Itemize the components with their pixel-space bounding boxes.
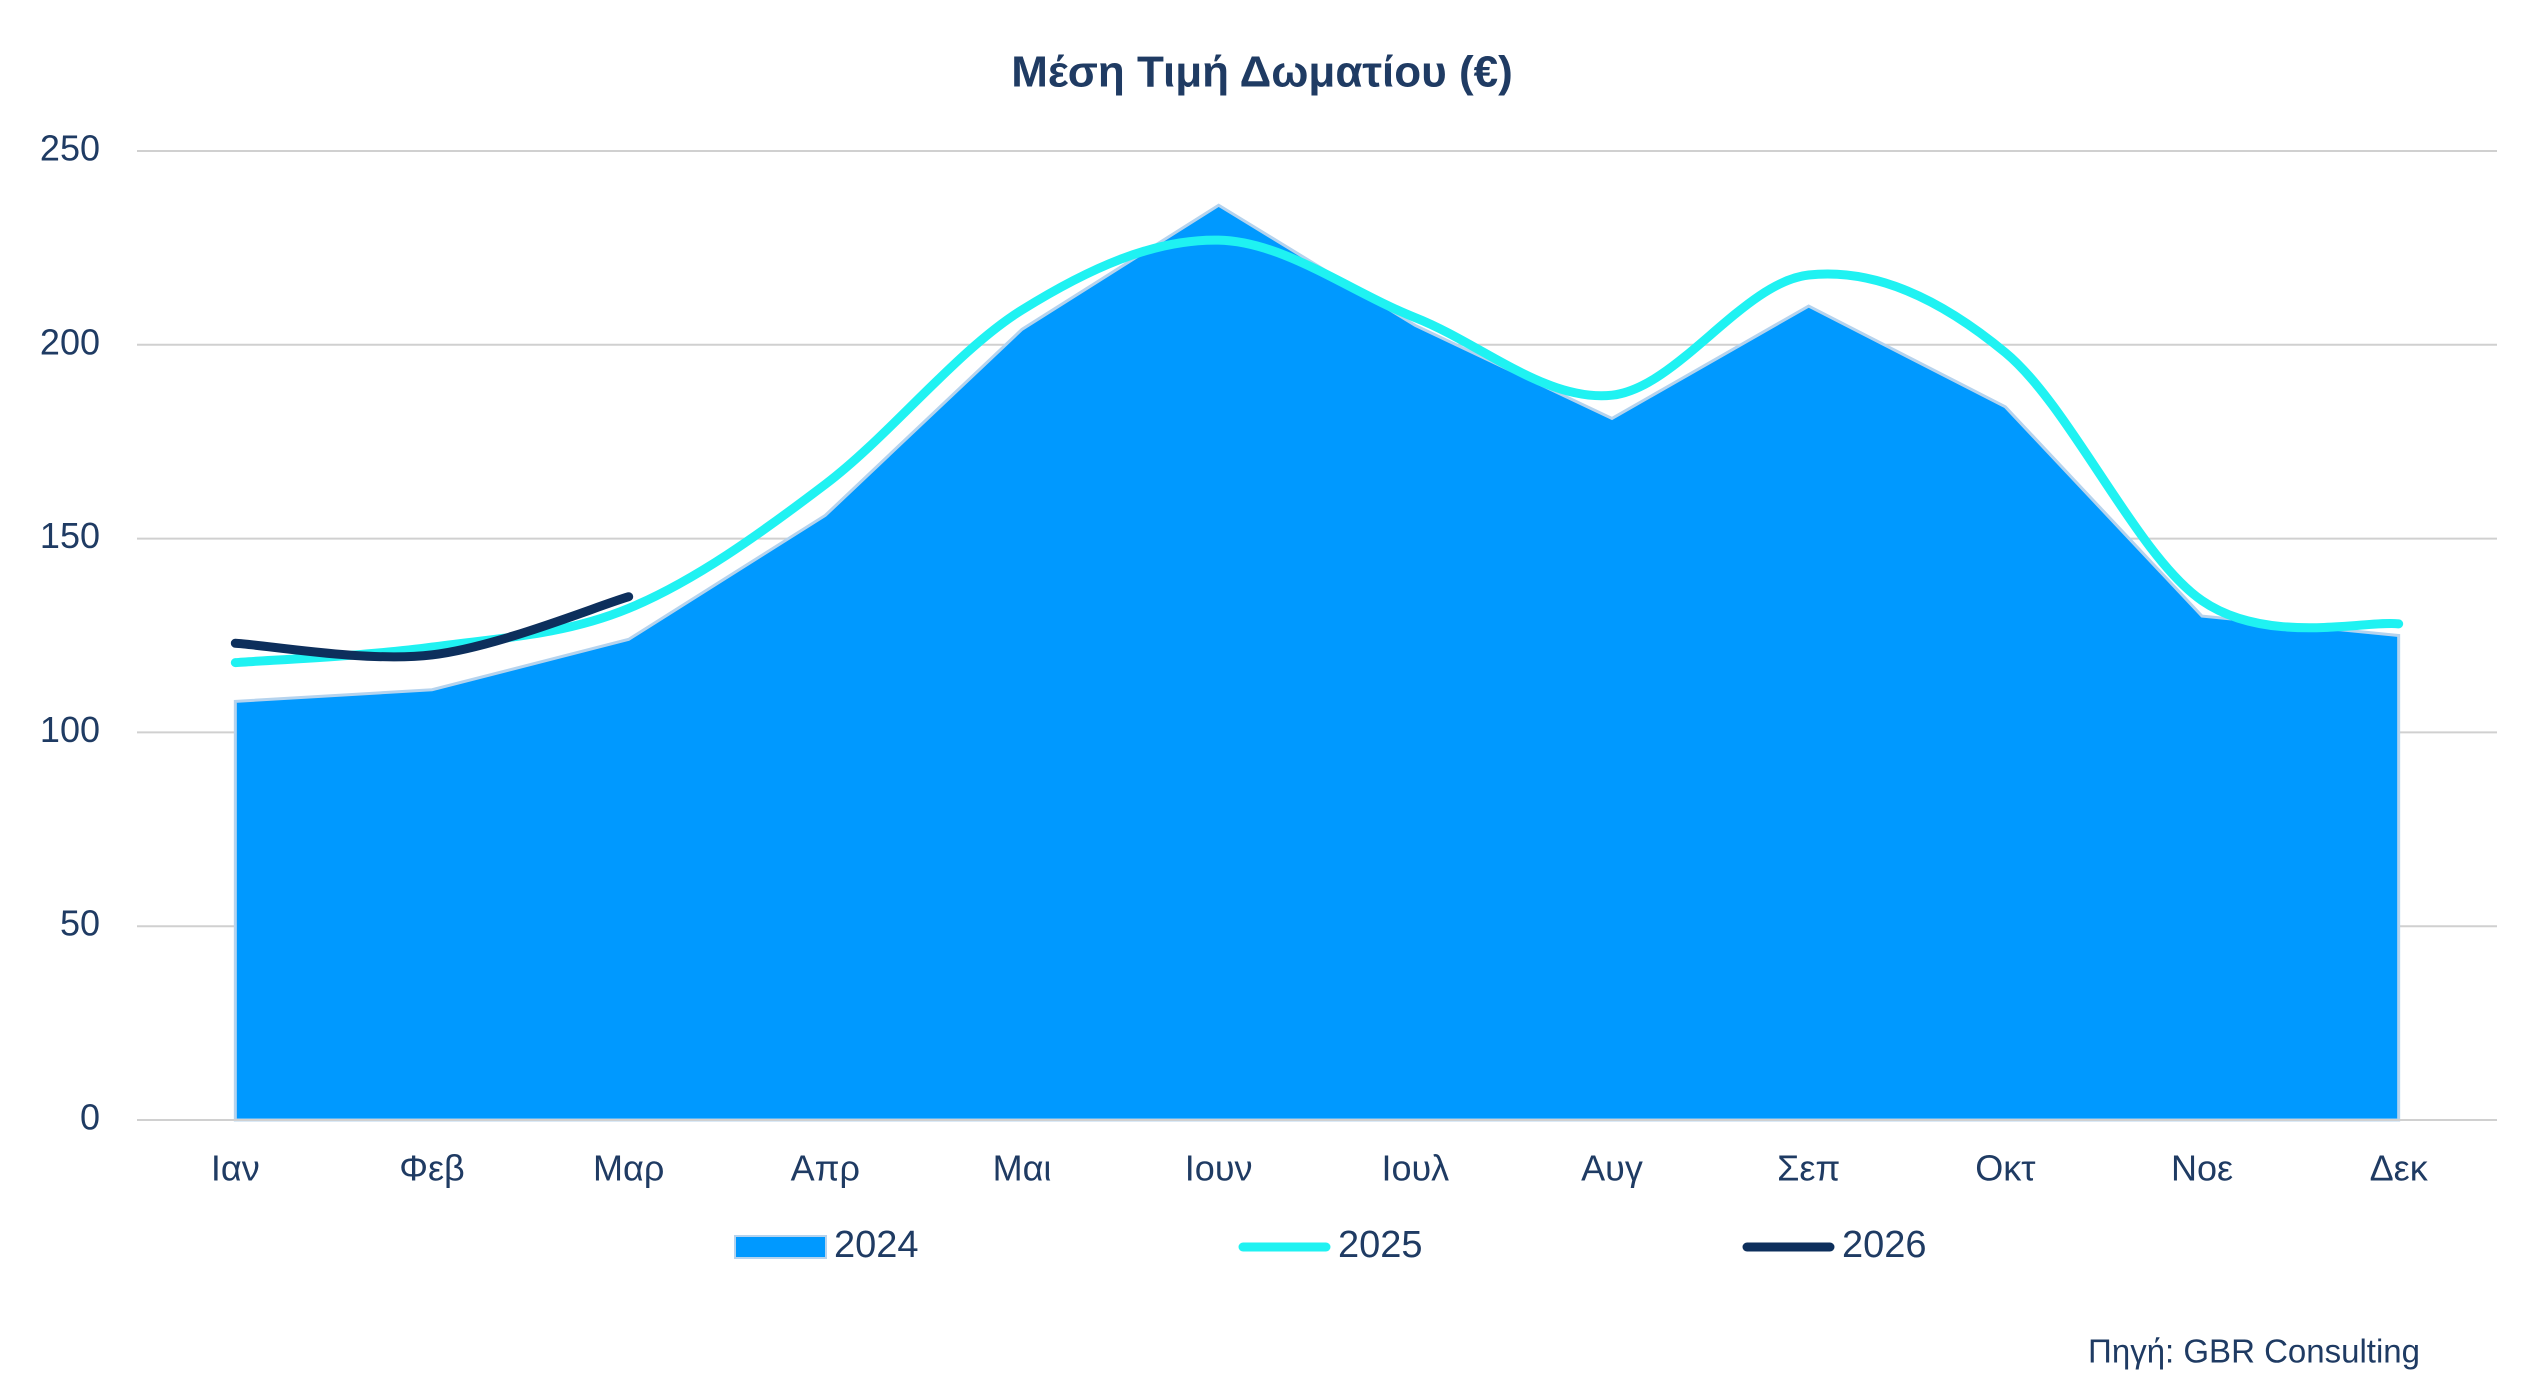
x-tick-label: Μαρ: [593, 1148, 664, 1189]
source-note: Πηγή: GBR Consulting: [2088, 1333, 2420, 1370]
x-tick-label: Σεπ: [1777, 1148, 1840, 1189]
y-tick-label: 50: [60, 903, 100, 944]
x-tick-label: Ιαν: [211, 1148, 260, 1189]
x-tick-label: Ιουλ: [1381, 1148, 1449, 1189]
x-tick-label: Νοε: [2171, 1148, 2233, 1189]
y-tick-label: 100: [40, 709, 100, 750]
x-tick-label: Φεβ: [399, 1148, 464, 1189]
x-tick-label: Μαι: [993, 1148, 1052, 1189]
x-tick-label: Ιουν: [1185, 1148, 1253, 1189]
x-tick-label: Οκτ: [1975, 1148, 2035, 1189]
legend-label: 2024: [834, 1224, 919, 1266]
legend-swatch: [734, 1235, 827, 1259]
x-tick-label: Δεκ: [2370, 1148, 2429, 1189]
line: [230, 592, 634, 662]
y-tick-label: 150: [40, 515, 100, 556]
y-tick-label: 250: [40, 128, 100, 169]
line: [230, 235, 2404, 668]
legend-label: 2026: [1842, 1224, 1927, 1266]
x-tick-label: Απρ: [791, 1148, 860, 1189]
area: [233, 203, 2401, 1122]
chart-title: Μέση Τιμή Δωματίου (€): [1011, 48, 1513, 97]
y-tick-label: 200: [40, 321, 100, 362]
x-tick-label: Αυγ: [1581, 1148, 1643, 1189]
legend-label: 2025: [1338, 1224, 1423, 1266]
y-tick-label: 0: [80, 1097, 100, 1138]
